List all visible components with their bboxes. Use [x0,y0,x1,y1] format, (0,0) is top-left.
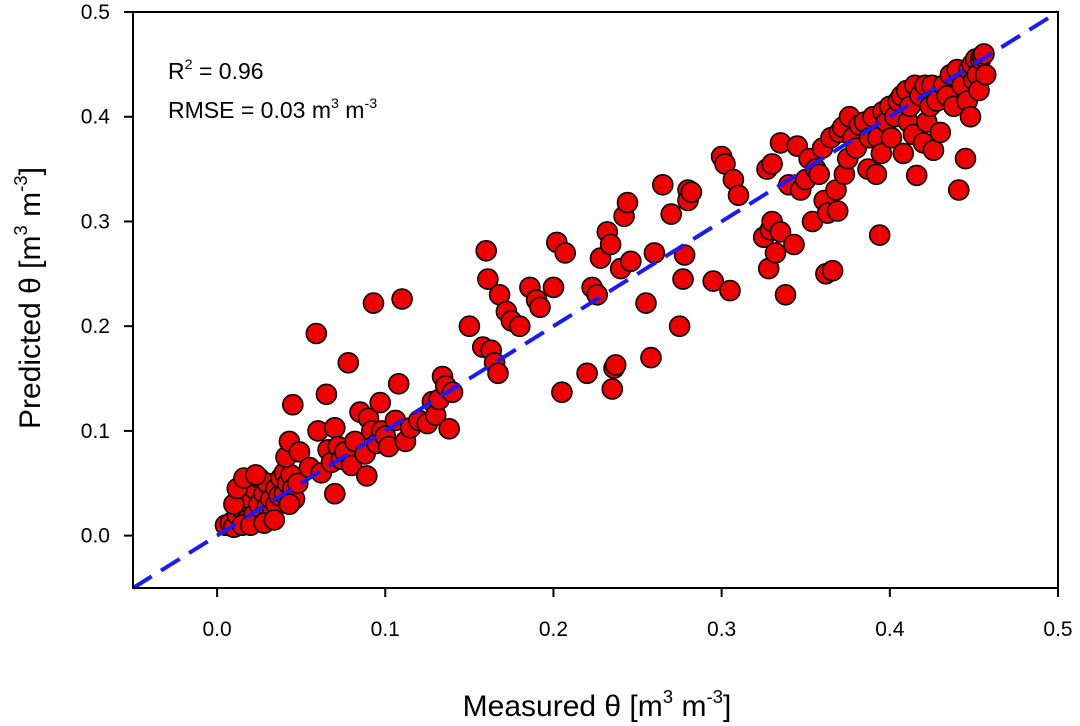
data-point [619,250,642,273]
data-point [870,142,893,165]
data-point [660,203,683,225]
data-point [604,354,627,376]
data-point [727,184,750,207]
data-point [551,381,573,404]
x-tick-label: 0.1 [371,618,400,641]
x-axis-ticks: 0.0 0.1 0.2 0.3 0.4 0.5 [202,588,1073,641]
data-point [821,259,844,282]
data-point [278,493,301,516]
data-point [391,288,413,310]
data-point [487,362,509,385]
data-point [673,244,696,266]
rmse-annotation: RMSE = 0.03 m3 m-3 [168,96,377,123]
x-tick-label: 0.0 [202,618,231,641]
data-point [477,268,499,290]
y-axis-title: Predicted θ [m3 m-3] [10,167,47,429]
data-point [668,315,691,338]
data-point [369,391,392,414]
data-point [458,315,481,338]
data-point [954,147,977,170]
x-tick-label: 0.5 [1043,618,1072,641]
x-tick-label: 0.3 [707,618,736,641]
y-tick-label: 0.3 [81,210,110,233]
data-point [387,372,410,395]
y-tick-label: 0.5 [81,1,110,24]
y-axis-ticks: 0.0 0.1 0.2 0.3 0.4 0.5 [81,1,133,548]
data-point [702,270,725,292]
data-point [929,121,952,144]
data-point [672,268,694,290]
r2-annotation: R2 = 0.96 [168,57,264,84]
data-point [808,163,831,186]
data-point [643,242,666,264]
data-point [576,362,598,385]
data-point [599,233,622,256]
one-to-one-line-layer [131,10,1060,590]
data-point [281,393,304,416]
x-tick-label: 0.2 [539,618,568,641]
data-point [783,233,805,256]
data-point [286,472,309,495]
data-point [947,179,970,201]
one-to-one-line [131,10,1060,590]
data-point [868,224,891,246]
data-point [475,240,498,262]
data-point [323,482,346,505]
data-point [892,142,915,165]
y-tick-label: 0.2 [81,315,110,338]
data-point [355,465,378,487]
x-axis-title: Measured θ [m3 m-3] [463,686,732,723]
x-tick-label: 0.4 [875,618,905,641]
data-point [438,417,461,440]
data-point [601,378,624,400]
data-point [865,163,888,186]
y-tick-label: 0.1 [81,420,110,443]
plot-frame [132,11,1059,589]
data-point [680,181,703,203]
data-point [905,164,928,187]
data-point [922,139,945,161]
data-point [337,351,360,374]
y-tick-label: 0.4 [81,106,111,129]
data-point [774,283,797,306]
data-point [305,322,328,345]
data-point [635,292,657,314]
data-point [529,296,551,319]
data-point [764,242,787,264]
plot-area [214,43,997,539]
data-point [288,441,311,463]
data-point [362,292,385,314]
data-point [880,126,903,149]
data-point [974,64,997,86]
data-point [542,276,565,299]
data-point [719,279,741,302]
data-point [508,315,531,338]
data-point [315,383,338,406]
data-point [616,191,639,214]
data-point [640,346,662,369]
y-tick-label: 0.0 [81,525,110,548]
data-point [651,174,674,196]
data-point [323,416,346,439]
data-point [263,509,286,531]
data-point [554,242,577,264]
data-point [959,105,982,128]
data-point [769,221,792,243]
data-point [245,464,267,486]
data-point [761,153,783,175]
data-point [826,200,849,222]
